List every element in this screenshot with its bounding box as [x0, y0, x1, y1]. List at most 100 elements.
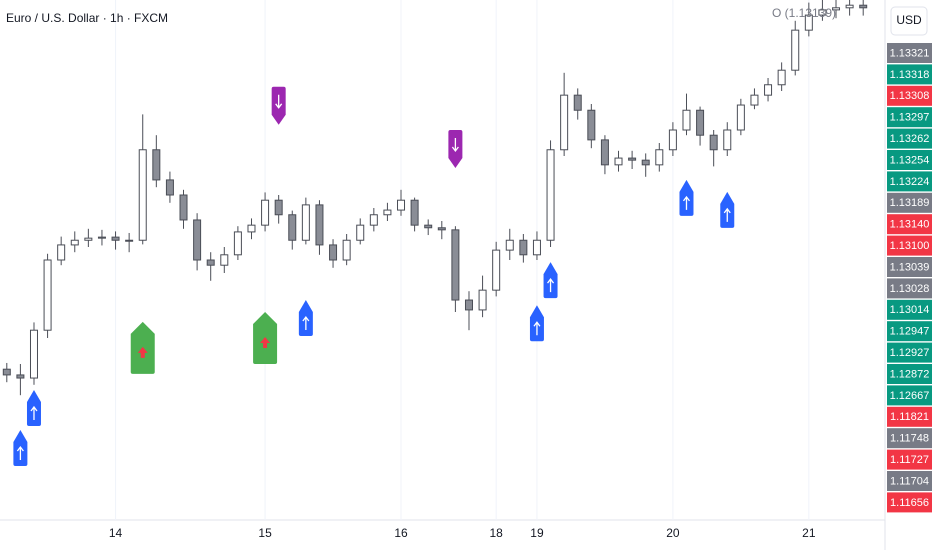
- candle-body: [505, 239, 514, 251]
- price-label-badge: [887, 299, 932, 320]
- price-label: 1.11656: [890, 497, 929, 509]
- price-label: 1.11821: [890, 411, 929, 423]
- candle-body: [29, 329, 38, 379]
- x-tick-label: 18: [489, 526, 503, 540]
- candle-body: [193, 219, 202, 261]
- price-label: 1.13321: [890, 47, 930, 59]
- candle-body: [587, 109, 596, 141]
- candle-body: [329, 244, 338, 261]
- price-label-badge: [887, 107, 932, 128]
- candle-body: [84, 237, 93, 241]
- signals: [13, 86, 735, 467]
- buy-arrow: [302, 315, 310, 331]
- candles: [2, 0, 868, 396]
- candle-body: [478, 289, 487, 311]
- price-label: 1.11727: [890, 454, 929, 466]
- price-label: 1.13254: [890, 154, 930, 166]
- candle-body: [274, 199, 283, 216]
- price-label: 1.13224: [890, 176, 930, 188]
- candle-body: [818, 9, 827, 16]
- currency-button[interactable]: [890, 6, 928, 36]
- candle-body: [600, 139, 609, 166]
- candle-body: [777, 69, 786, 86]
- price-label-badge: [887, 43, 932, 63]
- x-tick-label: 19: [530, 526, 544, 540]
- price-label-badge: [887, 492, 932, 513]
- buy-arrow: [16, 445, 24, 461]
- candle-body: [97, 236, 106, 239]
- price-label: 1.13014: [890, 304, 930, 316]
- candle-body: [152, 149, 161, 181]
- sell-arrow: [451, 137, 459, 153]
- candle-body: [573, 94, 582, 111]
- price-label-badge: [887, 235, 932, 256]
- price-label-badge: [887, 471, 932, 491]
- price-label: 1.12872: [890, 368, 930, 380]
- candle-body: [57, 244, 66, 261]
- candle-body: [628, 157, 637, 161]
- candle-body: [397, 199, 406, 211]
- price-label: 1.13318: [890, 69, 930, 81]
- candle-body: [261, 199, 270, 226]
- buy-arrow: [723, 207, 731, 222]
- price-labels: 1.13321 1.13318 1.13308 1.13297 1.13262 1.132…: [887, 43, 932, 513]
- currency-label[interactable]: USD: [896, 13, 922, 27]
- x-tick-label: 16: [394, 526, 408, 540]
- candle-body: [709, 134, 718, 151]
- chart-title: Euro / U.S. Dollar · 1h · FXCM: [6, 11, 168, 25]
- candle-body: [791, 29, 800, 71]
- candle-body: [125, 239, 134, 242]
- price-label-badge: [887, 257, 932, 277]
- candle-body: [206, 259, 215, 266]
- x-tick-label: 15: [258, 526, 272, 540]
- x-tick-label: 20: [666, 526, 680, 540]
- price-label-badge: [887, 321, 932, 342]
- candle-body: [532, 239, 541, 256]
- buy-arrow: [547, 277, 555, 293]
- buy-arrow: [682, 195, 691, 210]
- candle-body: [560, 94, 569, 151]
- candle-body: [288, 214, 297, 241]
- price-label-badge: [887, 406, 932, 427]
- price-label-badge: [887, 385, 932, 406]
- candle-body: [832, 7, 841, 11]
- candle-body: [614, 157, 623, 166]
- annotation: O (1.13139): [772, 6, 836, 20]
- candle-body: [437, 227, 446, 231]
- candle-body: [655, 149, 664, 166]
- price-label: 1.13039: [890, 261, 930, 273]
- price-label-badge: [887, 214, 932, 235]
- buy-arrow: [30, 405, 38, 420]
- candle-body: [859, 4, 868, 9]
- candle-body: [356, 224, 365, 241]
- candle-body: [111, 236, 120, 241]
- buy-arrow: [533, 321, 541, 336]
- candle-body: [519, 239, 528, 256]
- price-label: 1.12927: [890, 347, 930, 359]
- candle-body: [464, 299, 473, 311]
- candle-body: [764, 84, 773, 96]
- candle-body: [220, 254, 229, 266]
- x-tick-label: 21: [802, 526, 816, 540]
- x-tick-label: 14: [109, 526, 123, 540]
- candle-body: [165, 179, 174, 196]
- candle-body: [696, 109, 705, 136]
- candle-body: [410, 199, 419, 226]
- price-label-badge: [887, 364, 932, 384]
- candle-body: [736, 104, 745, 131]
- candle-body: [668, 129, 677, 151]
- price-label: 1.13189: [890, 197, 930, 209]
- price-label-badge: [887, 449, 932, 470]
- price-label-badge: [887, 171, 932, 192]
- price-label: 1.11704: [890, 475, 929, 487]
- candle-body: [16, 374, 25, 379]
- price-label: 1.11748: [890, 433, 929, 445]
- candle-body: [492, 249, 501, 291]
- price-label-badge: [887, 428, 932, 449]
- candle-body: [383, 209, 392, 216]
- price-label-badge: [887, 64, 932, 85]
- price-label: 1.13297: [890, 112, 930, 124]
- candle-body: [233, 231, 242, 256]
